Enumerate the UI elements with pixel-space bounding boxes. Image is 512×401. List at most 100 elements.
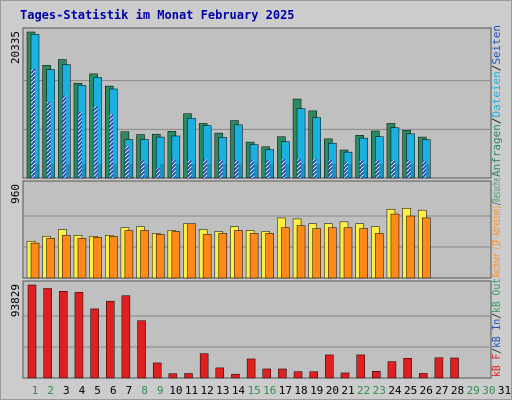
bar-besuche — [426, 163, 431, 178]
x-tick-label: 29 — [467, 384, 480, 397]
bar-kbf — [309, 371, 318, 379]
x-tick-label: 24 — [388, 384, 402, 397]
x-tick-label: 26 — [420, 384, 433, 397]
y-max-label: 93829 — [9, 284, 22, 317]
bar-seiten — [344, 161, 348, 178]
bar-besuche — [238, 163, 243, 178]
x-tick-label: 10 — [169, 384, 182, 397]
bar-kbf — [59, 291, 68, 379]
bar-kbf — [262, 368, 271, 379]
bar-besuche — [77, 238, 87, 279]
bar-seiten — [359, 160, 364, 178]
legend-hits-entry: / — [490, 65, 503, 72]
panel-visits: 960 Rechner (IP-Adressen)/Besuche — [9, 178, 503, 279]
x-tick-label: 2 — [47, 384, 54, 397]
bar-seiten — [218, 159, 223, 178]
legend-hits: Anfragen/Dateien/Seiten — [490, 25, 503, 177]
bar-besuche — [160, 163, 165, 178]
bar-besuche — [379, 163, 384, 178]
bar-kbf — [199, 353, 209, 379]
bar-besuche — [316, 163, 321, 178]
bar-besuche — [171, 231, 181, 279]
bar-seiten — [265, 160, 270, 178]
bar-besuche — [113, 163, 118, 178]
legend-visits-entry: Rechner (IP-Adressen) — [490, 205, 503, 277]
bar-seiten — [187, 159, 192, 178]
x-tick-label: 30 — [482, 384, 495, 397]
bar-kbf — [27, 284, 37, 379]
legend-hits-entry: Anfragen — [490, 124, 503, 177]
legend-kbytes-entry: kB F — [490, 354, 503, 377]
bar-kbf — [43, 288, 52, 379]
x-tick-label: 16 — [263, 384, 276, 397]
bar-besuche — [222, 163, 227, 178]
bar-besuche — [187, 223, 196, 279]
bar-seiten — [77, 112, 82, 178]
bar-besuche — [285, 163, 290, 178]
legend-hits-entry: Seiten — [490, 25, 503, 65]
bar-besuche — [46, 238, 55, 279]
bar-kbf — [121, 295, 131, 379]
bar-besuche — [363, 163, 368, 178]
x-tick-label: 5 — [94, 384, 101, 397]
bar-kbf — [325, 354, 334, 379]
x-tick-label: 6 — [110, 384, 117, 397]
bar-seiten — [234, 160, 239, 178]
bar-besuche — [97, 163, 102, 178]
x-tick-label: 9 — [157, 384, 164, 397]
bar-seiten — [281, 159, 286, 178]
bar-seiten — [46, 101, 51, 178]
bar-kbf — [450, 357, 459, 379]
y-max-label: 960 — [9, 184, 22, 204]
bar-seiten — [156, 168, 161, 178]
bar-kbf — [356, 354, 365, 379]
bar-kbf — [152, 362, 162, 379]
bar-seiten — [124, 145, 129, 178]
legend-hits-entry: Dateien — [490, 71, 503, 117]
legend-visits-entry: Besuche — [490, 178, 503, 202]
bar-besuche — [234, 230, 243, 279]
bar-seiten — [328, 159, 333, 178]
bar-kbf — [278, 368, 287, 379]
bar-besuche — [348, 163, 352, 178]
x-tick-label: 1 — [32, 384, 39, 397]
bar-kbf — [137, 320, 146, 379]
bar-besuche — [312, 228, 321, 279]
bar-kbf — [419, 373, 428, 379]
bar-besuche — [359, 228, 368, 279]
bar-seiten — [422, 160, 427, 178]
bar-kbf — [246, 358, 256, 379]
bar-seiten — [109, 114, 114, 178]
x-tick-label: 14 — [232, 384, 246, 397]
bar-besuche — [218, 233, 228, 279]
y-max-label: 20335 — [9, 31, 22, 64]
legend-kbytes-entry: / — [490, 313, 503, 319]
x-tick-label: 17 — [279, 384, 292, 397]
bar-kbf — [74, 292, 84, 379]
x-tick-label: 18 — [294, 384, 307, 397]
x-tick-label: 3 — [63, 384, 70, 397]
bar-besuche — [375, 233, 384, 279]
bar-kbf — [215, 367, 225, 379]
bar-seiten — [375, 160, 380, 178]
bar-besuche — [394, 163, 399, 178]
bar-besuche — [66, 163, 71, 178]
x-tick-label: 4 — [79, 384, 86, 397]
bar-kbf — [403, 358, 412, 379]
bar-besuche — [343, 227, 353, 279]
x-tick-label: 25 — [404, 384, 417, 397]
legend-kbytes: kB F/kB In/kB Out — [490, 278, 503, 377]
bar-seiten — [312, 158, 317, 178]
bar-kbf — [434, 357, 444, 379]
bar-besuche — [140, 230, 149, 279]
bar-seiten — [93, 106, 98, 178]
bar-seiten — [250, 159, 255, 178]
x-tick-label: 8 — [141, 384, 148, 397]
bar-besuche — [50, 163, 55, 178]
bar-besuche — [422, 217, 431, 279]
bar-seiten — [171, 159, 176, 178]
bar-kbf — [387, 361, 397, 379]
